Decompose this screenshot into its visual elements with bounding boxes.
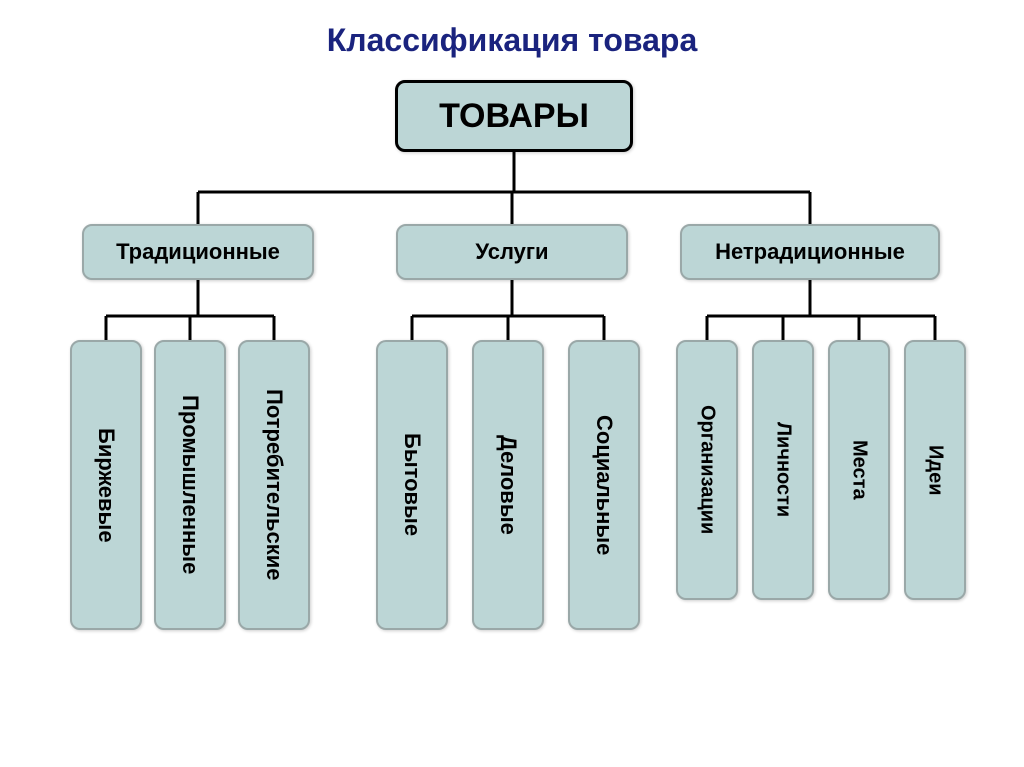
leaf-label-5: Социальные bbox=[591, 415, 617, 555]
leaf-node-3: Бытовые bbox=[376, 340, 448, 630]
mid-label-1: Услуги bbox=[475, 239, 548, 265]
leaf-node-5: Социальные bbox=[568, 340, 640, 630]
leaf-label-2: Потребительские bbox=[261, 389, 287, 581]
diagram-title: Классификация товара bbox=[0, 22, 1024, 59]
leaf-node-1: Промышленные bbox=[154, 340, 226, 630]
leaf-label-9: Идеи bbox=[924, 445, 947, 496]
leaf-node-9: Идеи bbox=[904, 340, 966, 600]
leaf-label-8: Места bbox=[848, 440, 871, 500]
mid-node-0: Традиционные bbox=[82, 224, 314, 280]
leaf-label-4: Деловые bbox=[495, 435, 521, 535]
leaf-node-4: Деловые bbox=[472, 340, 544, 630]
leaf-node-8: Места bbox=[828, 340, 890, 600]
root-node: ТОВАРЫ bbox=[395, 80, 633, 152]
leaf-node-6: Организации bbox=[676, 340, 738, 600]
root-label: ТОВАРЫ bbox=[439, 97, 589, 136]
mid-node-2: Нетрадиционные bbox=[680, 224, 940, 280]
leaf-label-0: Биржевые bbox=[93, 428, 119, 543]
leaf-label-1: Промышленные bbox=[177, 395, 203, 574]
leaf-label-3: Бытовые bbox=[399, 433, 425, 536]
leaf-node-7: Личности bbox=[752, 340, 814, 600]
leaf-node-2: Потребительские bbox=[238, 340, 310, 630]
mid-node-1: Услуги bbox=[396, 224, 628, 280]
leaf-label-7: Личности bbox=[772, 422, 795, 517]
leaf-label-6: Организации bbox=[696, 405, 719, 534]
leaf-node-0: Биржевые bbox=[70, 340, 142, 630]
mid-label-2: Нетрадиционные bbox=[715, 239, 905, 265]
mid-label-0: Традиционные bbox=[116, 239, 280, 265]
